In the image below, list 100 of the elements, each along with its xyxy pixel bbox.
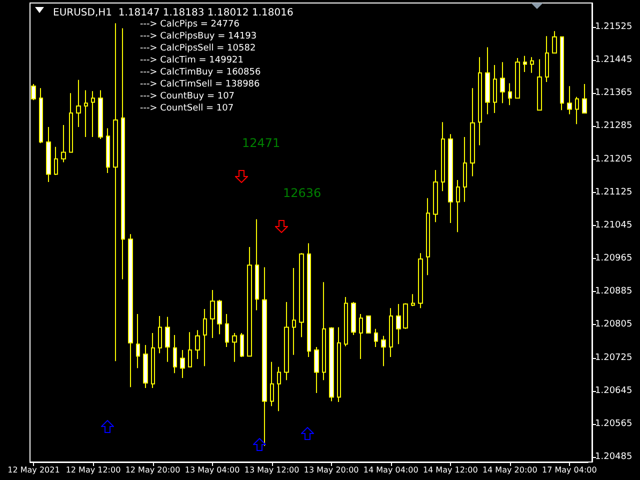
candlestick xyxy=(232,332,237,362)
candlestick xyxy=(180,349,185,379)
candlestick xyxy=(351,301,356,336)
y-tick-label: 1.20725 xyxy=(595,352,632,363)
candlestick xyxy=(508,82,512,106)
x-tick-label: 12 May 2021 xyxy=(8,466,60,474)
candlestick xyxy=(545,36,549,82)
candlestick xyxy=(210,289,215,338)
y-tick-label: 1.21045 xyxy=(595,220,632,230)
candlestick xyxy=(121,28,125,280)
candlestick xyxy=(143,344,148,388)
candlestick xyxy=(277,366,281,412)
annotation: ---> CalcTim = 149921 xyxy=(140,56,244,66)
annotation: ---> CalcPips = 24776 xyxy=(140,20,240,30)
annotation: ---> CalcTimSell = 138986 xyxy=(140,80,260,90)
candlestick xyxy=(441,122,445,192)
candlestick xyxy=(426,198,430,276)
candlestick xyxy=(463,136,467,202)
x-tick-label: 13 May 04:00 xyxy=(184,466,240,474)
annotation: ---> CalcPipsBuy = 14193 xyxy=(140,32,257,42)
x-tick-label: 14 May 04:00 xyxy=(363,466,418,474)
candlestick xyxy=(240,332,244,358)
candlestick xyxy=(314,346,319,394)
candlestick xyxy=(76,79,81,128)
candlestick xyxy=(359,313,363,360)
candlestick xyxy=(61,124,66,163)
x-tick-label: 12 May 12:00 xyxy=(66,466,121,474)
candlestick xyxy=(158,316,162,354)
x-tick-label: 13 May 12:00 xyxy=(244,466,300,474)
annotation: ---> CalcTimBuy = 160856 xyxy=(140,68,261,78)
candlestick xyxy=(448,134,453,224)
candlestick xyxy=(173,334,177,374)
y-tick-label: 1.21525 xyxy=(595,22,632,32)
candlestick xyxy=(165,316,170,362)
candlestick xyxy=(515,57,520,99)
candlestick xyxy=(456,179,460,233)
x-tick-label: 12 May 20:00 xyxy=(125,466,180,474)
candlestick xyxy=(523,55,527,73)
y-tick-label: 1.20485 xyxy=(595,452,632,462)
annotation: 12471 xyxy=(242,136,280,150)
candlestick xyxy=(136,313,140,369)
candlestick xyxy=(322,282,326,381)
annotation: ---> CountBuy = 107 xyxy=(140,92,235,102)
candlestick xyxy=(91,90,95,138)
candlestick xyxy=(575,96,579,125)
candlestick xyxy=(255,218,259,311)
candlestick xyxy=(292,268,296,356)
candlestick xyxy=(493,64,497,114)
annotation: ---> CountSell = 107 xyxy=(140,104,234,114)
y-tick-label: 1.20965 xyxy=(595,254,632,264)
chart-title: EURUSD,H1 1.18147 1.18183 1.18012 1.18016 xyxy=(53,8,294,18)
candlestick xyxy=(188,332,192,368)
candlestick xyxy=(381,335,386,367)
candlestick xyxy=(217,299,222,335)
y-tick-label: 1.21285 xyxy=(595,121,632,132)
x-tick-label: 14 May 12:00 xyxy=(422,466,478,474)
x-tick-label: 17 May 04:00 xyxy=(542,466,597,474)
candlestick xyxy=(396,304,401,345)
annotation: ---> CalcPipsSell = 10582 xyxy=(140,44,256,54)
candlestick xyxy=(478,56,482,146)
candlestick xyxy=(418,252,423,309)
x-tick-label: 14 May 20:00 xyxy=(482,466,538,474)
candlestick xyxy=(262,266,267,446)
candlestick xyxy=(84,90,88,138)
candlestick xyxy=(299,252,304,338)
candlestick xyxy=(106,128,110,174)
candlestick xyxy=(403,302,408,330)
candlestick xyxy=(39,88,43,144)
annotation: 12636 xyxy=(283,186,322,200)
candlestick xyxy=(128,234,133,388)
y-tick-label: 1.21125 xyxy=(595,187,632,198)
y-tick-label: 1.21365 xyxy=(595,88,632,98)
candlestick xyxy=(270,361,274,407)
candlestick xyxy=(470,88,475,177)
candlestick xyxy=(582,84,587,114)
candlestick xyxy=(389,308,393,358)
candlestick xyxy=(485,46,490,115)
y-tick-label: 1.21205 xyxy=(595,154,632,164)
candlestick xyxy=(500,62,505,104)
candlestick xyxy=(552,30,557,54)
candlestick xyxy=(433,170,438,223)
candlestick xyxy=(46,126,51,183)
candlestick xyxy=(113,22,118,362)
candlestick xyxy=(344,296,348,347)
candlestick xyxy=(98,90,103,140)
candlestick xyxy=(284,301,289,381)
x-tick-label: 13 May 20:00 xyxy=(304,466,359,474)
y-tick-label: 1.20805 xyxy=(595,320,632,330)
y-tick-label: 1.21445 xyxy=(595,55,632,66)
y-tick-label: 1.20645 xyxy=(595,386,632,396)
candlestick xyxy=(307,242,311,358)
y-tick-label: 1.20885 xyxy=(595,286,632,297)
y-tick-label: 1.20565 xyxy=(595,418,632,429)
candlestick xyxy=(411,294,415,307)
candlestick xyxy=(69,92,73,153)
candlestick xyxy=(567,86,572,115)
candlestick xyxy=(203,308,207,367)
candlestick xyxy=(560,36,564,111)
candlestick xyxy=(366,316,371,334)
candlestick xyxy=(195,330,200,360)
